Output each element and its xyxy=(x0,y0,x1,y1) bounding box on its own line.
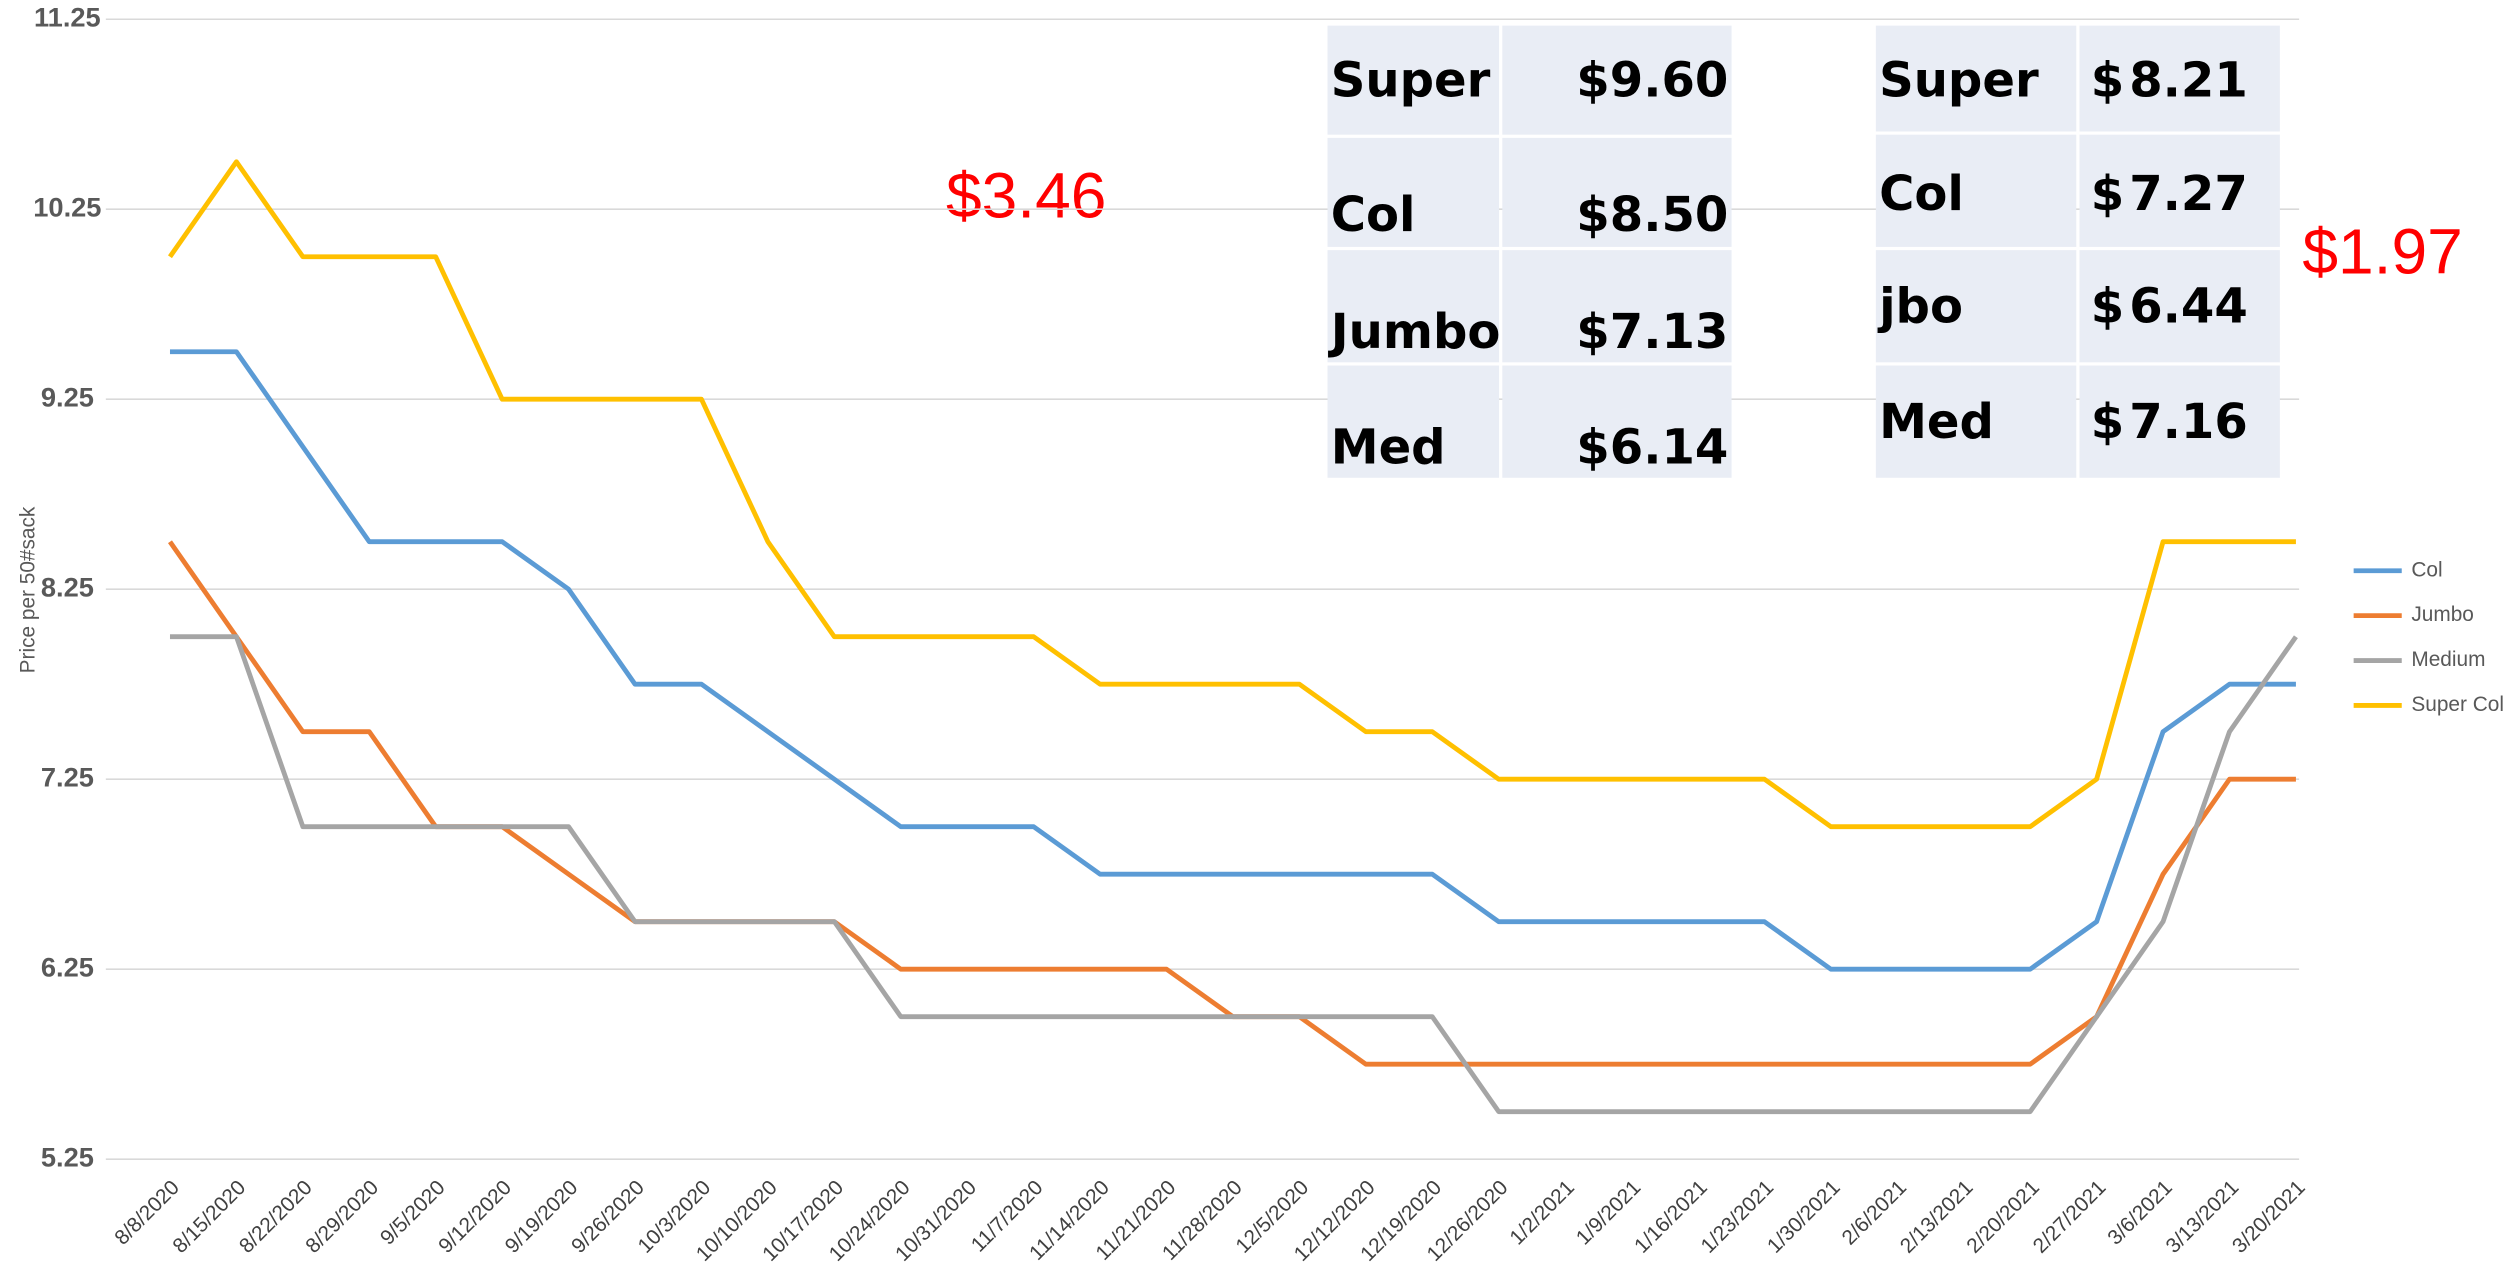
table-cell xyxy=(1327,365,1500,478)
table-cell xyxy=(1875,250,2077,363)
series-line xyxy=(168,159,2296,830)
y-tick-label: 9.25 xyxy=(41,381,94,412)
table-currency: $ xyxy=(2091,166,2124,222)
annotation: $3.46 xyxy=(946,159,1106,231)
table-value: 7.16 xyxy=(2129,394,2248,450)
y-tick-label: 11.25 xyxy=(34,1,101,32)
table-label: Jumbo xyxy=(1328,304,1501,360)
table-value: $9.60 xyxy=(1576,52,1728,108)
table-currency: $ xyxy=(2091,52,2124,108)
table-cell xyxy=(1875,365,2077,478)
y-axis-label: Price per 50#sack xyxy=(16,506,39,673)
table-cell xyxy=(1502,137,1732,247)
legend-label: Jumbo xyxy=(2411,603,2474,626)
table-label: Col xyxy=(1879,166,1964,222)
table-cell xyxy=(1502,250,1732,363)
y-tick-label: 8.25 xyxy=(41,571,94,602)
series-line xyxy=(168,540,2296,1067)
y-tick-label: 7.25 xyxy=(41,761,94,792)
table-cell xyxy=(2079,134,2280,247)
legend-label: Super Col xyxy=(2411,693,2504,716)
table-cell xyxy=(1327,250,1500,363)
table-currency: $ xyxy=(2091,394,2124,450)
price-tables: Super $9.60 Col $8.50 Jumbo $7.13 Med $6.14 Supe… xyxy=(1327,25,2280,478)
table-label: Super xyxy=(1331,52,1491,108)
table-cell xyxy=(2079,365,2280,478)
table-cell xyxy=(1327,25,1500,135)
table-cell xyxy=(2079,25,2280,132)
table-label: Med xyxy=(1331,420,1446,476)
x-tick-label: 1/2/2021 xyxy=(1505,1176,1579,1250)
table-cell xyxy=(1875,134,2077,247)
table-cell xyxy=(1502,365,1732,478)
y-tick-label: 6.25 xyxy=(41,951,94,982)
legend-label: Medium xyxy=(2411,648,2485,671)
table-value: $8.50 xyxy=(1576,187,1728,243)
table-value: $6.14 xyxy=(1576,420,1728,476)
table-value: 6.44 xyxy=(2129,278,2248,334)
series-line xyxy=(169,634,2298,1115)
annotation: $1.97 xyxy=(2302,215,2462,287)
table-cell xyxy=(1502,25,1732,135)
table-value: 7.27 xyxy=(2129,166,2248,222)
y-tick-label: 5.25 xyxy=(41,1141,94,1172)
table-label: Med xyxy=(1879,394,1994,450)
table-label: Col xyxy=(1331,187,1416,243)
table-currency: $ xyxy=(2091,278,2124,334)
table-label: jbo xyxy=(1877,278,1963,334)
table-cell xyxy=(1875,25,2077,132)
table-value: 8.21 xyxy=(2129,52,2248,108)
table-label: Super xyxy=(1879,52,2039,108)
table-cell xyxy=(1327,137,1500,247)
legend-label: Col xyxy=(2411,558,2442,581)
table-value: $7.13 xyxy=(1576,304,1728,360)
y-tick-label: 10.25 xyxy=(33,191,101,222)
table-cell xyxy=(2079,250,2280,363)
series-line xyxy=(169,349,2296,972)
